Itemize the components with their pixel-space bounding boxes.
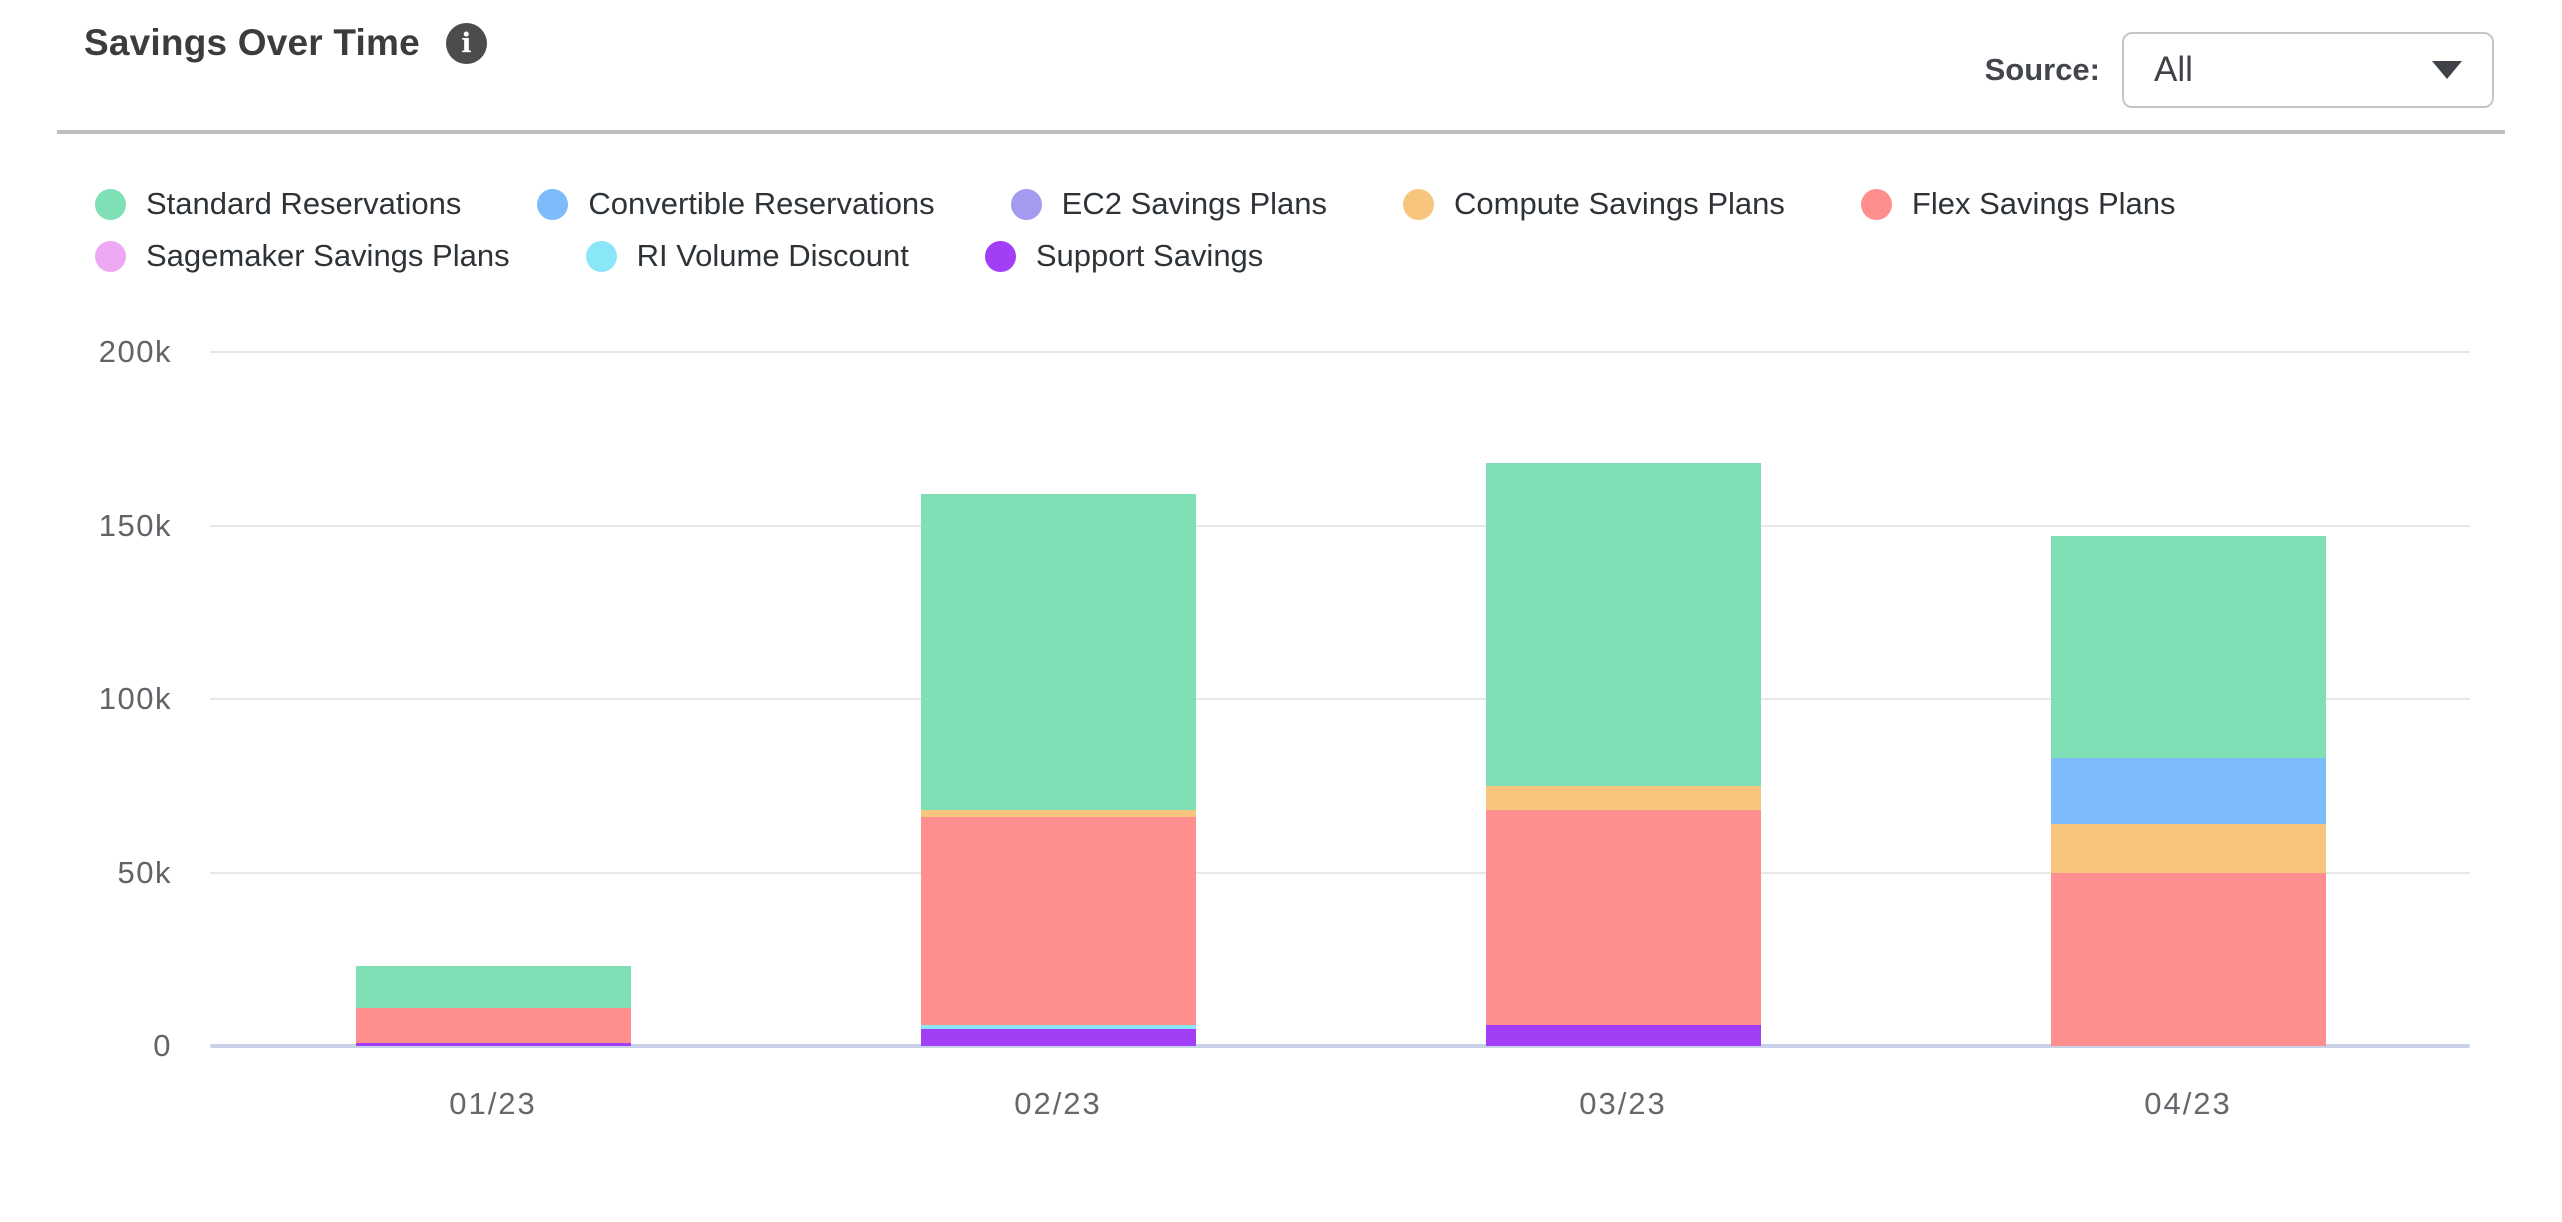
bar-segment-flex-savings-plans[interactable]	[2050, 872, 2326, 1046]
y-axis-tick-label: 50k	[117, 854, 172, 890]
x-axis-tick-label: 02/23	[1014, 1086, 1102, 1121]
bar-01-23[interactable]	[355, 966, 631, 1046]
legend-swatch-icon	[1403, 188, 1435, 220]
bar-segment-ri-volume-discount[interactable]	[920, 1025, 1196, 1029]
page-title: Savings Over Time	[84, 22, 420, 63]
bar-03-23[interactable]	[1485, 463, 1761, 1046]
legend-swatch-icon	[1860, 188, 1892, 220]
legend-swatch-icon	[95, 188, 126, 220]
header-divider	[57, 130, 2505, 134]
legend-label: Flex Savings Plans	[1911, 186, 2176, 221]
chart-legend: Standard Reservations Convertible Reserva…	[95, 186, 2475, 274]
legend-item-ec2-savings-plans[interactable]: EC2 Savings Plans	[1010, 186, 1328, 222]
legend-label: EC2 Savings Plans	[1061, 186, 1328, 221]
legend-swatch-icon	[95, 240, 126, 272]
x-axis-tick-label: 03/23	[1579, 1086, 1667, 1121]
bar-segment-compute-savings-plans[interactable]	[920, 810, 1196, 817]
legend-swatch-icon	[585, 240, 617, 272]
y-axis-tick-label: 100k	[98, 681, 172, 716]
bar-segment-support-savings[interactable]	[920, 1028, 1196, 1046]
bar-segment-convertible-reservations[interactable]	[2050, 758, 2326, 824]
x-axis-tick-label: 01/23	[449, 1086, 537, 1121]
legend-swatch-icon	[1010, 188, 1042, 220]
legend-item-support-savings[interactable]: Support Savings	[984, 238, 1264, 274]
gridline	[210, 524, 2470, 527]
chevron-down-icon	[2432, 61, 2462, 79]
bar-segment-support-savings[interactable]	[355, 1042, 631, 1046]
panel-header: Savings Over Time i	[84, 22, 487, 64]
gridline	[210, 351, 2470, 353]
source-selected-value: All	[2154, 50, 2193, 89]
bar-segment-flex-savings-plans[interactable]	[1485, 810, 1761, 1026]
info-icon[interactable]: i	[445, 22, 487, 64]
source-label: Source:	[1984, 52, 2100, 87]
bar-04-23[interactable]	[2050, 535, 2326, 1046]
y-axis-tick-label: 150k	[98, 507, 172, 543]
legend-label: RI Volume Discount	[636, 238, 909, 273]
legend-item-ri-volume-discount[interactable]: RI Volume Discount	[585, 238, 909, 274]
bar-segment-flex-savings-plans[interactable]	[920, 817, 1196, 1026]
legend-label: Sagemaker Savings Plans	[146, 238, 510, 273]
legend-label: Convertible Reservations	[588, 186, 935, 221]
bar-segment-flex-savings-plans[interactable]	[355, 1007, 631, 1043]
legend-swatch-icon	[984, 240, 1016, 272]
y-axis-tick-label: 0	[153, 1028, 172, 1063]
bar-segment-compute-savings-plans[interactable]	[1485, 785, 1761, 811]
source-filter: Source: All	[1985, 0, 2494, 140]
bar-segment-standard-reservations[interactable]	[1485, 463, 1761, 786]
legend-label: Support Savings	[1035, 238, 1264, 273]
source-dropdown[interactable]: All	[2122, 32, 2494, 108]
legend-label: Compute Savings Plans	[1454, 186, 1785, 221]
bar-segment-standard-reservations[interactable]	[920, 494, 1196, 811]
bar-segment-standard-reservations[interactable]	[355, 966, 631, 1008]
bar-segment-support-savings[interactable]	[1485, 1025, 1761, 1046]
legend-item-flex-savings-plans[interactable]: Flex Savings Plans	[1860, 186, 2176, 222]
bar-02-23[interactable]	[920, 494, 1196, 1046]
bar-segment-compute-savings-plans[interactable]	[2050, 823, 2326, 873]
legend-item-convertible-reservations[interactable]: Convertible Reservations	[537, 186, 935, 222]
legend-swatch-icon	[537, 188, 569, 220]
legend-item-standard-reservations[interactable]: Standard Reservations	[95, 186, 461, 222]
legend-label: Standard Reservations	[146, 186, 462, 221]
x-axis-tick-label: 04/23	[2144, 1086, 2232, 1121]
bar-segment-standard-reservations[interactable]	[2050, 535, 2326, 758]
legend-item-compute-savings-plans[interactable]: Compute Savings Plans	[1403, 186, 1785, 222]
legend-item-sagemaker-savings-plans[interactable]: Sagemaker Savings Plans	[95, 238, 510, 274]
y-axis-tick-label: 200k	[98, 334, 172, 369]
